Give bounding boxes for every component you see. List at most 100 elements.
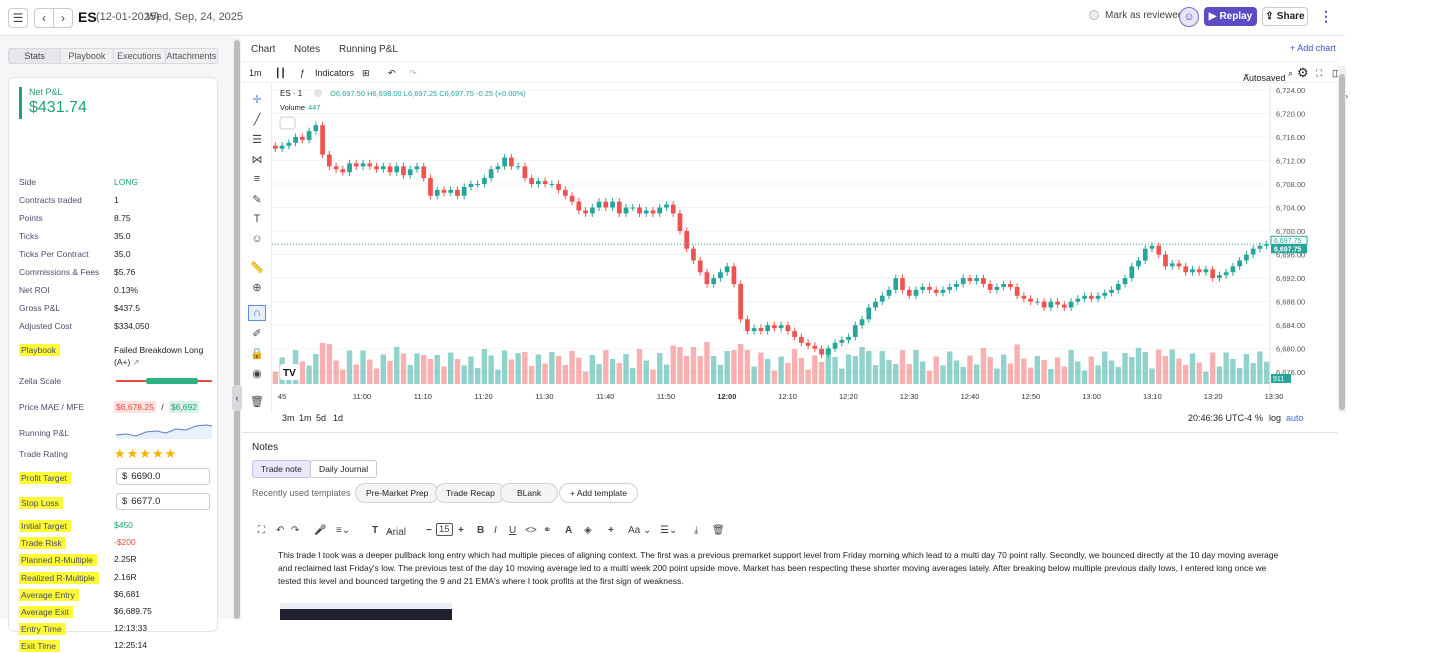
profit-target-field[interactable]: $ bbox=[116, 468, 210, 485]
tab-notes[interactable]: Notes bbox=[294, 44, 321, 55]
stat-value: 2.16R bbox=[114, 571, 137, 582]
candle-body bbox=[711, 278, 717, 284]
crosshair-icon[interactable]: ✛ bbox=[252, 93, 262, 106]
magnet-icon[interactable]: ∩ bbox=[248, 305, 266, 321]
volume-bar bbox=[744, 350, 751, 384]
template-trade-recap[interactable]: Trade Recap bbox=[435, 483, 506, 503]
paragraph-style-icon[interactable]: ≡⌄ bbox=[336, 525, 351, 536]
font-family-select[interactable]: Arial ⌄ bbox=[386, 525, 407, 538]
pattern-icon[interactable]: ⋈ bbox=[251, 153, 263, 166]
autosaved-button[interactable]: Autosaved ⌄ bbox=[1243, 68, 1286, 83]
chart-scrollbar[interactable] bbox=[1338, 66, 1346, 412]
tab-playbook[interactable]: Playbook bbox=[61, 49, 114, 63]
tab-attachments[interactable]: Attachments bbox=[166, 51, 217, 61]
layouts-grid-icon[interactable]: ⊞ bbox=[362, 68, 370, 78]
range-1m[interactable]: 1m bbox=[299, 413, 312, 423]
microphone-icon[interactable]: 🎤 bbox=[314, 525, 327, 536]
increase-size-icon[interactable]: + bbox=[458, 525, 464, 536]
interval-button[interactable]: 1m bbox=[249, 68, 262, 78]
brush-icon[interactable]: ✎ bbox=[252, 193, 262, 206]
stop-loss-field[interactable]: $ bbox=[116, 493, 210, 510]
eye-icon[interactable]: ◉ bbox=[252, 367, 262, 380]
attached-chart-image[interactable] bbox=[280, 603, 452, 620]
avatar[interactable]: ☺ bbox=[1179, 7, 1199, 27]
trend-line-icon[interactable]: ╱ bbox=[253, 113, 261, 126]
redo-icon[interactable]: ↷ bbox=[409, 68, 417, 78]
fullscreen-icon[interactable]: ⛶ bbox=[1316, 68, 1323, 78]
trash-icon[interactable]: 🗑 bbox=[250, 395, 264, 408]
download-icon[interactable]: ⤓ bbox=[694, 525, 699, 536]
tab-stats[interactable]: Stats bbox=[9, 49, 62, 63]
text-color-icon[interactable]: A bbox=[565, 525, 573, 536]
fib-icon[interactable]: ≡ bbox=[253, 173, 261, 185]
candlestick-chart[interactable]: 6,724.00 6,720.00 6,716.00 6,712.00 6,708.00… bbox=[272, 84, 1308, 404]
auto-toggle[interactable]: auto bbox=[1286, 413, 1304, 423]
camera-icon[interactable]: ◫ bbox=[1332, 68, 1341, 78]
range-3m[interactable]: 3m bbox=[282, 413, 295, 423]
playbook-grade: (A+) bbox=[114, 357, 131, 367]
mark-reviewed-toggle[interactable]: Mark as reviewed bbox=[1089, 10, 1183, 21]
percent-toggle[interactable]: % bbox=[1255, 413, 1264, 423]
horizontal-lines-icon[interactable]: ☰ bbox=[252, 133, 262, 146]
tab-daily-journal[interactable]: Daily Journal bbox=[310, 460, 378, 478]
text-case-icon[interactable]: Aa ⌄ bbox=[628, 525, 652, 536]
back-chevron-icon[interactable]: ‹ bbox=[34, 8, 54, 28]
insert-plus-icon[interactable]: + bbox=[608, 525, 614, 536]
tab-trade-note[interactable]: Trade note bbox=[252, 460, 311, 478]
expand-icon[interactable]: ⛶ bbox=[258, 525, 265, 536]
lock-icon[interactable]: 🔒 bbox=[250, 347, 264, 360]
collapse-panel-chevron-icon[interactable]: ‹ bbox=[232, 385, 242, 411]
italic-icon[interactable]: I bbox=[494, 525, 497, 536]
underline-icon[interactable]: U bbox=[509, 525, 517, 536]
font-size-value[interactable]: 15 bbox=[436, 523, 453, 536]
range-1d[interactable]: 1d bbox=[333, 413, 344, 423]
left-scrollbar[interactable] bbox=[233, 38, 241, 619]
text-icon[interactable]: T bbox=[253, 213, 261, 225]
volume-bar bbox=[1081, 370, 1088, 384]
playbook-value[interactable]: Failed Breakdown Long (A+) ⇗ bbox=[114, 344, 203, 368]
range-5d[interactable]: 5d bbox=[316, 413, 327, 423]
template-pre-market-prep[interactable]: Pre-Market Prep bbox=[355, 483, 440, 503]
star-rating[interactable]: ★★★★★ bbox=[114, 446, 178, 461]
trash-icon[interactable]: 🗑 bbox=[712, 525, 725, 536]
add-chart-button[interactable]: + Add chart bbox=[1290, 43, 1336, 53]
tab-running-pnl[interactable]: Running P&L bbox=[339, 44, 398, 55]
decrease-size-icon[interactable]: − bbox=[426, 525, 432, 536]
zoom-in-icon[interactable]: ⊕ bbox=[252, 281, 262, 294]
stop-loss-input[interactable] bbox=[131, 496, 202, 507]
highlight-icon[interactable]: ◈ bbox=[584, 525, 592, 536]
profit-target-input[interactable] bbox=[131, 471, 202, 482]
candle-body bbox=[495, 166, 501, 170]
share-button[interactable]: ⇪ Share bbox=[1262, 7, 1308, 26]
indicators-button[interactable]: Indicators bbox=[315, 68, 355, 78]
font-icon[interactable]: T bbox=[372, 525, 379, 536]
ruler-icon[interactable]: 📏 bbox=[250, 261, 264, 274]
template-blank[interactable]: BLank bbox=[500, 483, 559, 503]
candle-body bbox=[704, 272, 710, 284]
mfe-value: $6,692 bbox=[168, 401, 199, 413]
replay-button[interactable]: ▶ Replay bbox=[1204, 7, 1257, 26]
more-vertical-icon[interactable]: ⋮ bbox=[1319, 8, 1333, 24]
redo-icon[interactable]: ↷ bbox=[291, 525, 300, 536]
tab-chart[interactable]: Chart bbox=[251, 44, 276, 55]
bold-icon[interactable]: B bbox=[477, 525, 485, 536]
tab-executions[interactable]: Executions bbox=[114, 49, 166, 63]
align-icon[interactable]: ☰⌄ bbox=[660, 525, 678, 536]
indicators-icon[interactable]: ƒ bbox=[300, 68, 306, 78]
link-icon[interactable]: ⚭ bbox=[543, 525, 552, 536]
forward-chevron-icon[interactable]: › bbox=[53, 8, 73, 28]
search-icon[interactable]: ⌕ bbox=[1288, 68, 1294, 78]
hamburger-menu-icon[interactable]: ☰ bbox=[8, 8, 28, 28]
undo-icon[interactable]: ↶ bbox=[388, 68, 396, 78]
code-icon[interactable]: <> bbox=[525, 525, 537, 536]
undo-icon[interactable]: ↶ bbox=[276, 525, 285, 536]
candle-type-icon[interactable]: ┃┃ bbox=[275, 68, 286, 78]
candle-body bbox=[630, 207, 636, 209]
timezone-label[interactable]: 20:46:36 UTC-4 bbox=[1188, 413, 1253, 423]
emoji-icon[interactable]: ☺ bbox=[251, 233, 263, 245]
lock-drawings-icon[interactable]: ✐ bbox=[252, 327, 262, 340]
log-toggle[interactable]: log bbox=[1269, 413, 1282, 423]
trade-note-body[interactable]: This trade I took was a deeper pullback … bbox=[278, 550, 1279, 586]
settings-icon[interactable]: ⚙ bbox=[1297, 65, 1309, 80]
add-template-button[interactable]: + Add template bbox=[559, 483, 638, 503]
